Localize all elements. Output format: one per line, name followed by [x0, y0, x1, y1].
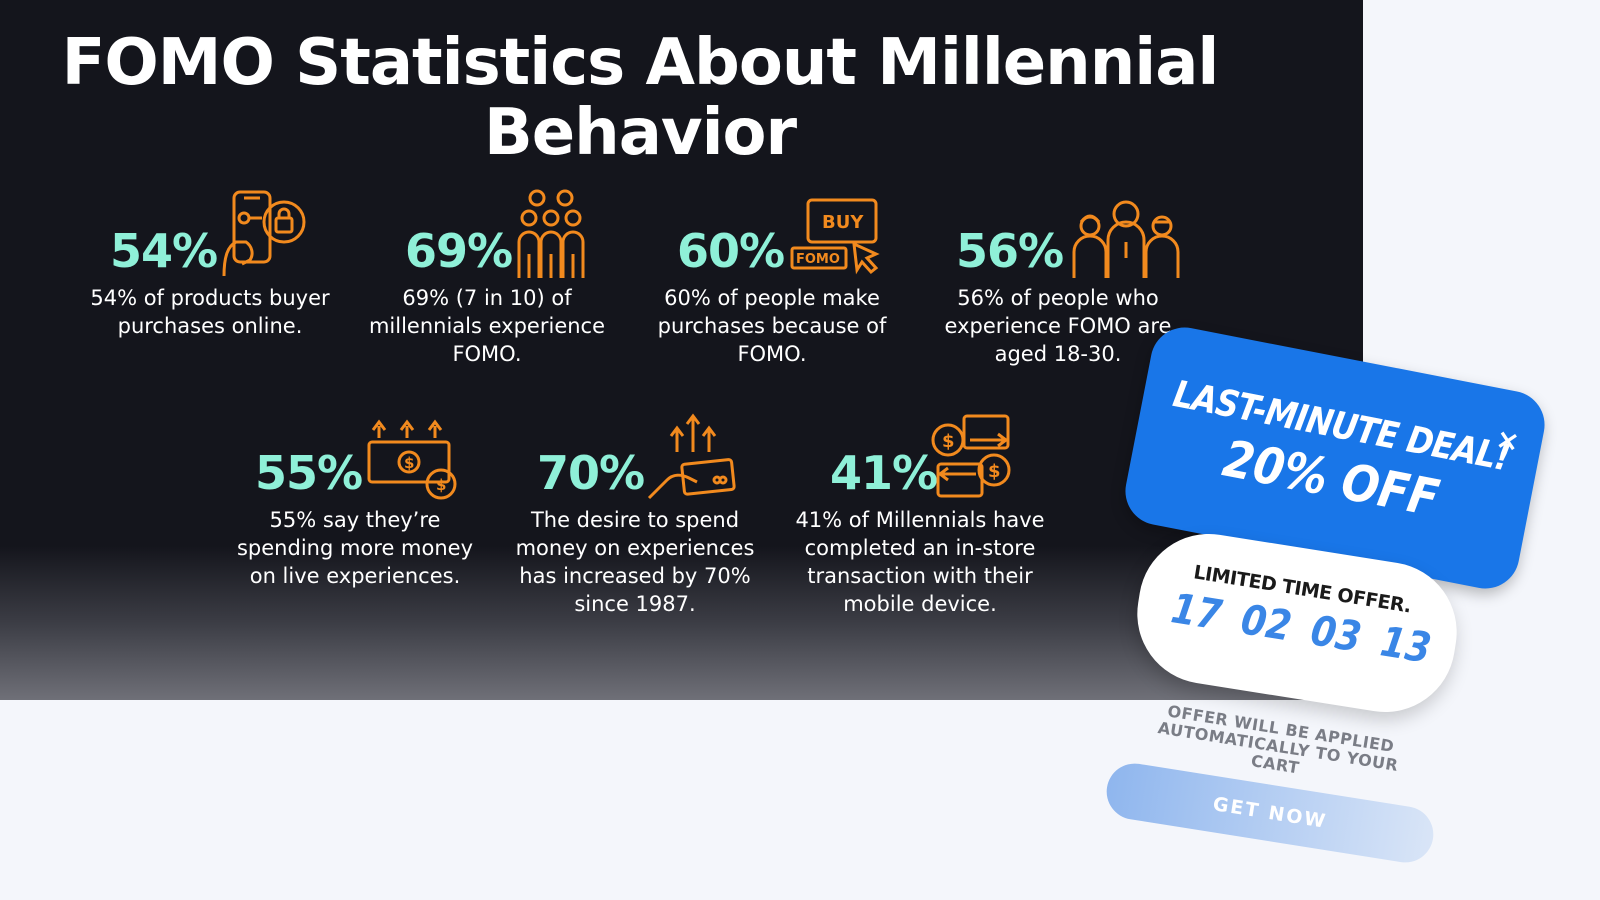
discount-popup: LAST-MINUTE DEAL! 20% OFF × LIMITED TIME… [1102, 321, 1570, 867]
timer-hours: 02 [1237, 596, 1295, 651]
stat-value: 55% [255, 446, 363, 500]
buy-fomo-click-icon: BUY FOMO [790, 198, 880, 275]
stat-card: 41% $ $ 41% of Millennials have complete… [780, 402, 1060, 618]
stat-value: 54% [110, 224, 218, 278]
stat-value: 41% [830, 446, 938, 500]
money-exchange-icon: $ $ [931, 414, 1011, 498]
timer-days: 17 [1168, 585, 1225, 640]
stat-card: 55% $ $ 55% say they’re spending more mo… [215, 402, 495, 590]
svg-text:BUY: BUY [822, 212, 864, 233]
stat-card: 69% 69% (7 in 10) of millennials experie… [347, 180, 627, 368]
stat-description: 54% of products buyer purchases online. [90, 286, 330, 338]
stat-value: 70% [537, 446, 645, 500]
stat-description: 69% (7 in 10) of millennials experience … [368, 286, 606, 366]
stat-description: The desire to spend money on experiences… [515, 508, 755, 616]
group-of-people-icon [517, 189, 585, 278]
svg-text:$: $ [404, 454, 414, 472]
stat-description: 60% of people make purchases because of … [657, 286, 887, 366]
svg-text:FOMO: FOMO [796, 252, 840, 267]
stat-description: 41% of Millennials have completed an in-… [795, 508, 1045, 616]
stat-value: 69% [405, 224, 513, 278]
timer-seconds: 13 [1377, 618, 1435, 673]
stat-description: 55% say they’re spending more money on l… [236, 508, 473, 588]
stat-description: 56% of people who experience FOMO are ag… [944, 286, 1172, 366]
fomo-infographic: FOMO Statistics About Millennial Behavio… [0, 0, 1363, 700]
svg-text:$: $ [436, 476, 446, 494]
stat-card: 70% The desire to spend money on experie… [495, 402, 775, 618]
cash-rising-icon: $ $ [367, 419, 457, 500]
stat-card: 56% 56% of people who experience FOMO ar… [918, 180, 1198, 368]
svg-text:$: $ [988, 461, 1001, 482]
infographic-title: FOMO Statistics About Millennial Behavio… [61, 26, 1220, 170]
hand-card-growth-icon [647, 413, 736, 500]
stat-card: 60% BUY FOMO 60% of people make purchase… [632, 180, 912, 368]
stat-value: 56% [956, 224, 1064, 278]
svg-text:$: $ [942, 431, 955, 452]
three-people-icon [1072, 200, 1180, 278]
phone-shopping-bag-icon [222, 190, 306, 277]
stat-value: 60% [677, 224, 785, 278]
stat-card: 54% 54% of products buyer purchases onli… [70, 180, 350, 340]
timer-minutes: 03 [1307, 607, 1365, 662]
